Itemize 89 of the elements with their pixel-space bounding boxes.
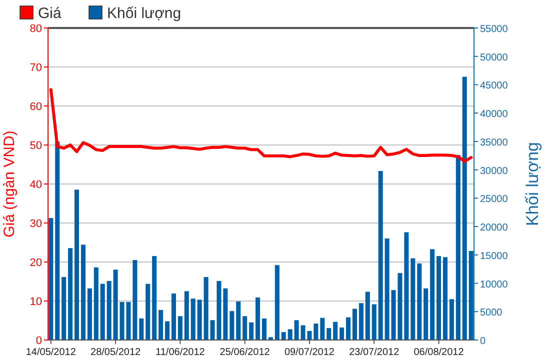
x-tick-label: 25/06/2012 xyxy=(220,347,270,358)
bar xyxy=(184,291,189,340)
bar xyxy=(94,267,98,340)
bar xyxy=(230,311,234,340)
y-tick-label: 10 xyxy=(30,296,42,308)
bar xyxy=(158,310,164,340)
bar xyxy=(326,328,332,340)
bar xyxy=(340,328,344,340)
y-tick-label: 80 xyxy=(30,23,42,35)
bar xyxy=(378,170,383,340)
y2-tick-label: 40000 xyxy=(480,109,508,120)
y2-tick-label: 30000 xyxy=(480,166,508,177)
bar xyxy=(436,256,442,340)
x-tick-label: 09/07/2012 xyxy=(284,347,335,358)
bar xyxy=(314,324,318,340)
bar xyxy=(74,190,80,340)
bar xyxy=(223,288,228,340)
bar xyxy=(139,318,144,340)
bar xyxy=(449,299,454,340)
y2-tick-label: 20000 xyxy=(480,222,508,234)
bar xyxy=(333,322,338,340)
bar xyxy=(424,288,428,340)
y2-tick-label: 5000 xyxy=(480,308,503,319)
bar xyxy=(132,260,138,340)
x-tick-label: 06/08/2012 xyxy=(414,347,464,358)
bar xyxy=(442,257,448,340)
x-tick-label: 14/05/2012 xyxy=(26,347,76,358)
bar xyxy=(146,284,150,340)
bar xyxy=(410,258,416,340)
bar xyxy=(320,318,325,340)
x-tick-label: 28/05/2012 xyxy=(90,347,142,358)
bar xyxy=(242,316,248,340)
y2-tick-label: 25000 xyxy=(480,194,508,206)
y2-tick-label: 55000 xyxy=(480,24,508,35)
bar xyxy=(87,288,92,340)
bar xyxy=(404,232,409,340)
x-tick-label: 11/06/2012 xyxy=(156,347,206,358)
y2-tick-label: 45000 xyxy=(480,80,508,92)
bar xyxy=(62,277,66,340)
bar xyxy=(106,281,112,340)
bar xyxy=(249,322,254,340)
y2-tick-label: 0 xyxy=(480,336,486,347)
bar xyxy=(197,300,202,340)
bar xyxy=(171,293,176,340)
y-axis-title: Giá (ngàn VND) xyxy=(1,130,18,238)
bar xyxy=(281,332,286,340)
bar xyxy=(352,308,357,340)
bar xyxy=(113,270,118,340)
bar xyxy=(68,248,73,340)
y-tick-label: 20 xyxy=(30,257,42,269)
x-tick-label: 23/07/2012 xyxy=(349,347,400,358)
bar xyxy=(384,238,390,340)
bar xyxy=(456,155,460,340)
bar xyxy=(190,298,196,340)
bar xyxy=(294,320,299,340)
y2-tick-label: 50000 xyxy=(480,52,508,64)
bar xyxy=(80,244,86,340)
bar xyxy=(346,317,351,340)
bar xyxy=(430,249,435,340)
bar xyxy=(358,303,364,340)
y-tick-label: 60 xyxy=(30,101,42,113)
bar xyxy=(178,316,182,340)
y2-tick-label: 35000 xyxy=(480,137,508,148)
bar xyxy=(262,318,266,340)
bar xyxy=(48,218,54,340)
bar xyxy=(288,329,292,340)
bar xyxy=(372,304,376,340)
y-tick-label: 0 xyxy=(36,335,42,347)
bar xyxy=(152,256,157,340)
legend-label: Giá xyxy=(38,5,62,22)
bar xyxy=(468,250,474,340)
bar xyxy=(462,76,467,340)
y2-axis-title: Khối lượng xyxy=(523,142,542,226)
y-tick-label: 40 xyxy=(30,179,42,191)
legend-label: Khối lượng xyxy=(107,5,182,22)
y2-tick-label: 15000 xyxy=(480,250,508,262)
y-tick-label: 30 xyxy=(30,218,42,230)
y-tick-label: 50 xyxy=(30,140,42,152)
bar xyxy=(204,277,208,340)
bar xyxy=(165,321,170,340)
bar xyxy=(236,301,241,340)
bar xyxy=(256,297,260,340)
bar xyxy=(274,265,280,340)
bar xyxy=(100,284,105,340)
bar xyxy=(365,292,370,340)
bar xyxy=(55,141,60,340)
y2-tick-label: 10000 xyxy=(480,279,508,290)
bar xyxy=(417,263,422,340)
y-tick-label: 70 xyxy=(30,62,42,74)
